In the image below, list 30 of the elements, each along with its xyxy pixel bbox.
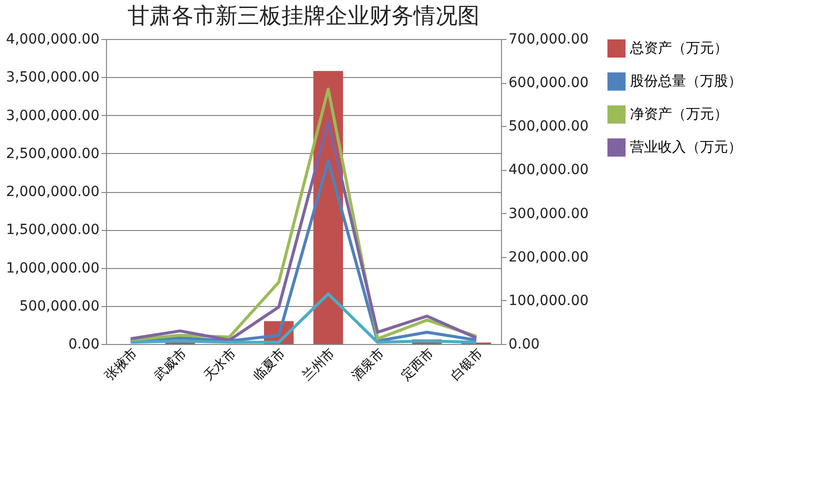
y2-tick-label: 200,000.00	[508, 249, 589, 266]
y-tick-label: 500,000.00	[19, 298, 100, 314]
chart-title: 甘肃各市新三板挂牌企业财务情况图	[128, 4, 480, 29]
x-tick-label: 白银市	[448, 346, 486, 384]
y2-tick-label: 700,000.00	[508, 32, 589, 48]
y-tick-label: 3,500,000.00	[6, 70, 100, 86]
y-tick-label: 4,000,000.00	[6, 32, 100, 48]
y2-tick-label: 500,000.00	[508, 118, 589, 135]
y-tick-label: 2,500,000.00	[6, 146, 100, 162]
y2-tick-label: 0.00	[508, 336, 540, 352]
legend-label: 净资产（万元）	[630, 106, 728, 122]
y2-tick-label: 100,000.00	[508, 292, 589, 309]
y-tick-label: 0.00	[68, 336, 100, 352]
x-tick-label: 兰州市	[300, 346, 338, 384]
y-tick-label: 3,000,000.00	[6, 108, 100, 124]
legend-label: 总资产（万元）	[629, 40, 728, 56]
x-tick-label: 天水市	[201, 346, 240, 384]
y-tick-label: 1,000,000.00	[6, 260, 100, 276]
y2-tick-label: 400,000.00	[508, 162, 589, 178]
y2-tick-label: 300,000.00	[508, 206, 589, 222]
x-tick-label: 酒泉市	[349, 346, 388, 384]
y-tick-label: 2,000,000.00	[6, 184, 100, 200]
legend-label: 营业收入（万元）	[630, 140, 742, 156]
x-tick-label: 定西市	[398, 346, 437, 384]
x-tick-label: 临夏市	[250, 346, 289, 384]
x-tick-label: 张掖市	[102, 346, 141, 384]
y2-tick-label: 600,000.00	[508, 75, 589, 92]
y-tick-label: 1,500,000.00	[6, 222, 100, 238]
legend-label: 股份总量（万股）	[630, 74, 742, 90]
x-tick-label: 武威市	[152, 346, 190, 384]
